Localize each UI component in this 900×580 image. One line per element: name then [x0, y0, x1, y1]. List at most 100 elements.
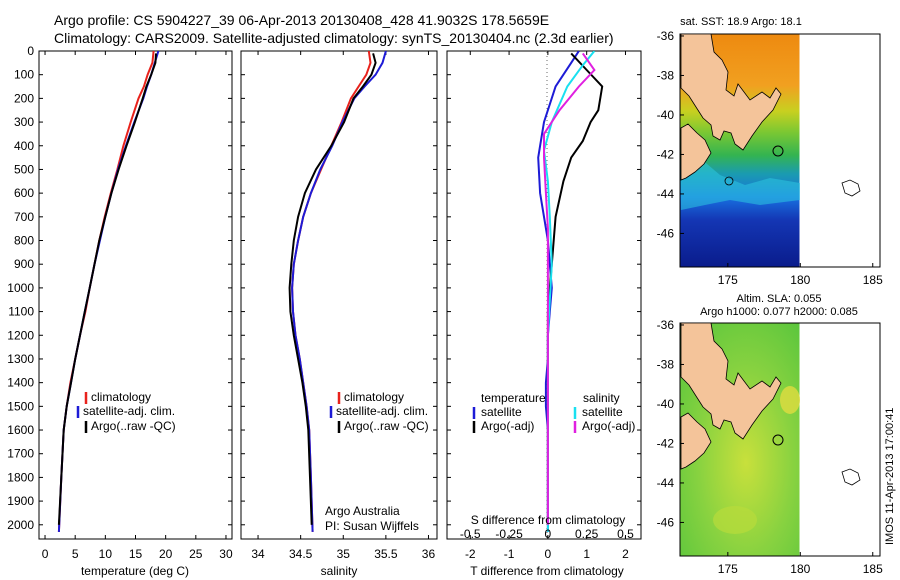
- credit-institution: Argo Australia: [325, 504, 400, 518]
- legend-t-satellite: satellite: [481, 405, 522, 419]
- x-tick-label: 36: [422, 547, 436, 561]
- sla-map-title-1: Altim. SLA: 0.055: [737, 293, 822, 305]
- temperature-panel: 0100200300400500600700800900100011001200…: [7, 44, 233, 578]
- legend-climatology: climatology: [344, 390, 404, 404]
- x2-tick-label: -0.25: [495, 527, 523, 541]
- sla-map-title-2: Argo h1000: 0.077 h2000: 0.085: [700, 306, 858, 318]
- salinity-series: [288, 51, 387, 532]
- difference-series: [537, 51, 604, 532]
- depth-tick-label: 800: [14, 234, 34, 248]
- map-y-tick-label: -42: [657, 436, 675, 450]
- salinity-difference-ticks: -0.5 -0.25 0 0.25 0.5: [460, 527, 634, 541]
- sst-contour-ring: [724, 176, 734, 186]
- difference-y-ticks: [447, 50, 641, 526]
- sla-map-ticks: 175 180 185 -36 -38 -40 -42 -44 -46: [657, 318, 883, 576]
- depth-tick-label: 300: [14, 115, 34, 129]
- map-x-tick-label: 180: [790, 562, 810, 576]
- x-tick-label: 30: [219, 547, 233, 561]
- difference-legend: temperature salinity satellite Argo(-adj…: [472, 391, 635, 433]
- salinity-difference-label: S difference from climatology: [471, 513, 626, 527]
- temperature-series: [57, 51, 160, 532]
- temperature-legend: climatology satellite-adj. clim. Argo(..…: [76, 390, 176, 433]
- x2-tick-label: -0.5: [460, 527, 481, 541]
- x-tick-label: 0: [545, 547, 552, 561]
- sst-map-panel: sat. SST: 18.9 Argo: 18.1 175 180 185 -36 -3…: [657, 16, 883, 287]
- sst-float-marker: [772, 145, 784, 157]
- map-x-tick-label: 185: [863, 273, 883, 287]
- south-island-land: [680, 412, 712, 470]
- difference-panel: -2 -1 0 1 2 temperature salinity satellite A…: [446, 50, 642, 578]
- x2-tick-label: 0.5: [617, 527, 634, 541]
- credit-pi: PI: Susan Wijffels: [325, 519, 419, 533]
- sla-float-marker: [772, 434, 784, 446]
- x-tick-label: 0: [42, 547, 49, 561]
- legend-title-temperature: temperature: [481, 391, 546, 405]
- map-y-tick-label: -44: [657, 476, 675, 490]
- x-tick-label: 35.5: [374, 547, 398, 561]
- depth-tick-label: 1000: [7, 281, 34, 295]
- depth-tick-label: 1100: [8, 305, 34, 319]
- x2-tick-label: 0.25: [575, 527, 599, 541]
- x-tick-label: 34.5: [289, 547, 313, 561]
- legend-s-satellite: satellite: [582, 405, 623, 419]
- map-y-tick-label: -40: [657, 397, 675, 411]
- header-line-1: Argo profile: CS 5904227_39 06-Apr-2013 …: [54, 12, 549, 28]
- map-y-tick-label: -40: [657, 108, 675, 122]
- x-tick-label: 25: [189, 547, 203, 561]
- series-line-salinity-argo-adj-: [543, 52, 596, 525]
- depth-tick-label: 700: [14, 210, 34, 224]
- x-tick-label: -1: [504, 547, 515, 561]
- depth-tick-label: 1900: [7, 494, 34, 508]
- south-island-land: [680, 123, 712, 181]
- depth-tick-label: 1700: [7, 447, 34, 461]
- salinity-axes-frame: [240, 50, 438, 540]
- map-y-tick-label: -42: [657, 147, 675, 161]
- temperature-x-label: temperature (deg C): [81, 564, 189, 578]
- x-tick-label: 1: [583, 547, 590, 561]
- x2-tick-label: 0: [545, 527, 552, 541]
- temperature-axes-frame: [38, 50, 233, 540]
- temperature-difference-label: T difference from climatology: [470, 564, 624, 578]
- chatham-islands: [841, 179, 861, 197]
- sst-front: [681, 158, 800, 210]
- salinity-panel: 34 34.5 35 35.5 36 climatology satellite-adj…: [240, 50, 438, 578]
- depth-tick-label: 200: [14, 91, 34, 105]
- legend-argo: Argo(..raw -QC): [91, 419, 176, 433]
- x-tick-label: 10: [99, 547, 113, 561]
- depth-tick-label: 1300: [7, 352, 34, 366]
- legend-title-salinity: salinity: [583, 391, 620, 405]
- sla-map-panel: Altim. SLA: 0.055 Argo h1000: 0.077 h200…: [657, 293, 883, 576]
- map-x-tick-label: 180: [790, 273, 810, 287]
- salinity-x-label: salinity: [321, 564, 358, 578]
- sst-map-title: sat. SST: 18.9 Argo: 18.1: [680, 16, 802, 28]
- map-x-tick-label: 175: [718, 562, 738, 576]
- temperature-x-ticks: 0 5 10 15 20 25 30: [42, 51, 233, 561]
- sla-anomaly-mid: [713, 506, 757, 534]
- map-x-tick-label: 175: [718, 273, 738, 287]
- depth-tick-label: 1400: [7, 376, 34, 390]
- salinity-y-ticks: [241, 50, 437, 526]
- north-island-land: [680, 33, 782, 151]
- map-y-tick-label: -36: [657, 318, 675, 332]
- depth-tick-label: 600: [14, 186, 34, 200]
- depth-tick-label: 0: [27, 44, 34, 58]
- sla-anomaly-high: [780, 386, 800, 414]
- depth-tick-label: 100: [14, 68, 34, 82]
- series-line-argo-raw-qc-: [57, 53, 157, 525]
- salinity-legend: climatology satellite-adj. clim. Argo(..…: [329, 390, 429, 433]
- map-y-tick-label: -46: [657, 226, 675, 240]
- x-tick-label: 15: [129, 547, 143, 561]
- legend-satellite: satellite-adj. clim.: [336, 404, 428, 418]
- legend-satellite: satellite-adj. clim.: [83, 404, 175, 418]
- x-tick-label: 2: [622, 547, 629, 561]
- chatham-islands: [841, 468, 861, 486]
- depth-tick-label: 2000: [7, 518, 34, 532]
- map-y-tick-label: -44: [657, 187, 675, 201]
- header-line-2: Climatology: CARS2009. Satellite-adjuste…: [54, 30, 614, 46]
- map-y-tick-label: -38: [657, 68, 675, 82]
- x-tick-label: 35: [337, 547, 351, 561]
- depth-tick-label: 1500: [7, 399, 34, 413]
- imos-timestamp-label: IMOS 11-Apr-2013 17:00:41: [884, 408, 896, 545]
- depth-tick-label: 900: [14, 257, 34, 271]
- map-y-tick-label: -36: [657, 29, 675, 43]
